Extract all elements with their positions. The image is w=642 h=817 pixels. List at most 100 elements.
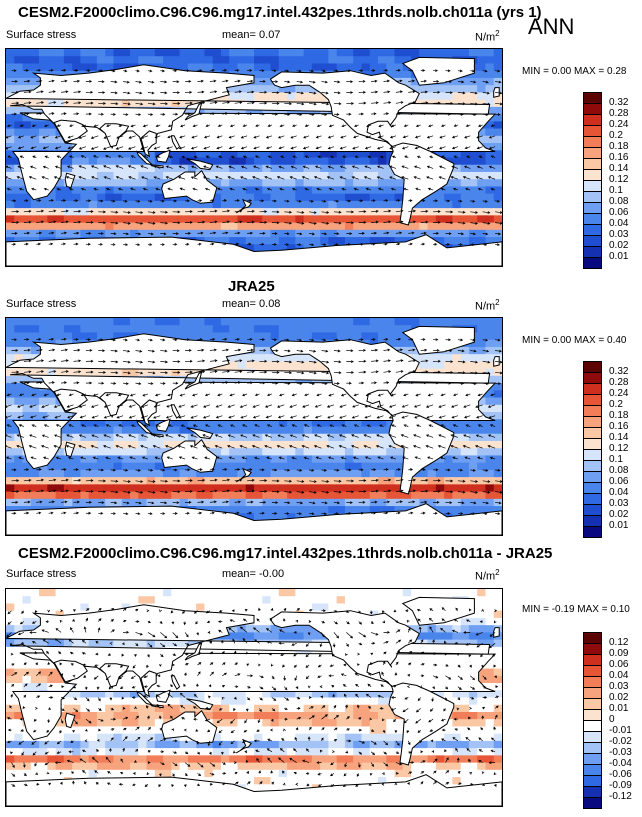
stress-cell	[493, 433, 502, 442]
stress-cell	[47, 222, 57, 231]
stress-cell	[320, 448, 329, 457]
stress-vector	[103, 415, 111, 419]
panel-1-mean: mean= 0.07	[222, 29, 281, 41]
stress-cell	[121, 200, 131, 209]
stress-cell	[378, 208, 387, 216]
stress-vector	[73, 348, 81, 352]
stress-cell	[493, 412, 502, 420]
stress-vector	[427, 456, 434, 460]
stress-cell	[254, 506, 263, 514]
stress-cell	[187, 498, 197, 507]
stress-vector	[172, 360, 181, 364]
stress-vector	[495, 243, 501, 247]
stress-cell	[361, 56, 371, 65]
stress-vector	[190, 415, 198, 419]
stress-vector	[147, 371, 156, 375]
stress-vector	[304, 124, 310, 127]
stress-cell	[47, 318, 57, 326]
stress-cell	[237, 477, 247, 485]
stress-vector	[482, 349, 490, 353]
stress-cell	[229, 455, 239, 464]
stress-cell	[386, 477, 396, 485]
stress-cell	[105, 318, 115, 326]
stress-cell	[493, 215, 502, 224]
stress-vector	[98, 101, 107, 105]
stress-cell	[154, 200, 164, 209]
stress-vector	[216, 456, 223, 460]
stress-cell	[262, 193, 272, 202]
stress-vector	[371, 199, 376, 203]
stress-cell	[369, 318, 379, 326]
stress-vector	[247, 101, 255, 105]
stress-vector	[85, 242, 91, 246]
stress-cell	[394, 179, 404, 188]
stress-cell	[328, 164, 338, 173]
stress-vector	[309, 382, 315, 386]
stress-cell	[328, 455, 338, 464]
stress-vector	[284, 232, 290, 236]
stress-vector	[91, 415, 99, 419]
stress-cell	[72, 186, 81, 195]
stress-cell	[204, 63, 214, 72]
stress-cell	[146, 150, 156, 159]
stress-vector	[490, 155, 496, 159]
stress-cell	[378, 455, 387, 464]
stress-cell	[6, 229, 15, 238]
stress-vector	[457, 360, 466, 364]
stress-vector	[197, 338, 203, 341]
stress-cell	[262, 92, 272, 101]
stress-vector	[116, 415, 124, 419]
stress-vector	[346, 80, 354, 84]
stress-vector	[265, 165, 273, 169]
stress-cell	[278, 332, 288, 341]
stress-cell	[361, 229, 371, 238]
coastline	[98, 392, 130, 417]
stress-cell	[311, 484, 321, 493]
stress-vector	[228, 415, 235, 419]
stress-cell	[72, 193, 81, 202]
stress-cell	[204, 491, 214, 500]
stress-cell	[361, 186, 371, 195]
stress-cell	[22, 222, 32, 231]
stress-vector	[209, 489, 218, 493]
stress-cell	[204, 106, 214, 115]
stress-vector	[73, 199, 79, 203]
stress-vector	[61, 209, 69, 213]
stress-cell	[311, 179, 321, 188]
stress-vector	[309, 480, 317, 483]
stress-cell	[369, 440, 379, 449]
stress-vector	[234, 381, 242, 384]
stress-cell	[187, 63, 197, 72]
stress-cell	[262, 419, 272, 428]
stress-vector	[303, 135, 310, 139]
stress-cell	[344, 193, 354, 202]
stress-cell	[138, 433, 148, 442]
stress-cell	[460, 477, 470, 485]
stress-vector	[172, 370, 181, 374]
stress-cell	[493, 106, 502, 115]
stress-cell	[163, 56, 172, 65]
stress-cell	[105, 179, 115, 188]
stress-cell	[353, 448, 363, 457]
stress-vector	[147, 69, 153, 73]
stress-cell	[220, 63, 230, 72]
stress-cell	[138, 477, 148, 485]
stress-vector	[23, 69, 29, 72]
stress-vector	[371, 90, 379, 94]
stress-vector	[309, 468, 315, 472]
stress-cell	[378, 469, 387, 478]
stress-cell	[328, 484, 338, 493]
stress-vector	[364, 456, 372, 460]
stress-vector	[106, 124, 111, 128]
stress-vector	[142, 124, 149, 128]
stress-cell	[493, 171, 502, 180]
stress-cell	[245, 462, 255, 471]
stress-cell	[6, 339, 15, 348]
stress-vector	[364, 165, 372, 169]
stress-cell	[22, 462, 32, 471]
stress-cell	[452, 200, 462, 209]
stress-vector	[18, 424, 25, 427]
stress-vector	[92, 456, 99, 460]
stress-cell	[220, 332, 230, 341]
stress-vector	[391, 424, 397, 428]
